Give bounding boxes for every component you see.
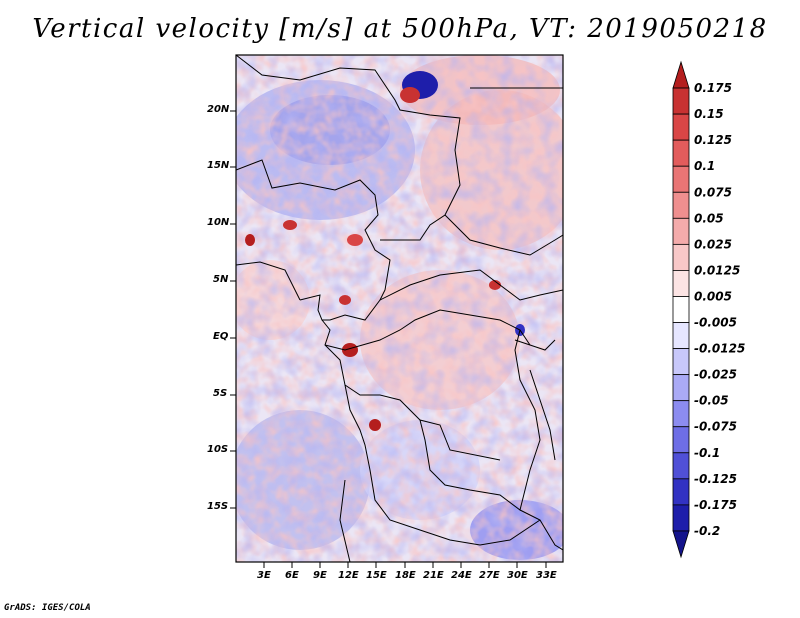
lat-ticks — [230, 110, 236, 509]
colorbar-label: 0.175 — [694, 81, 732, 95]
colorbar-bin — [672, 400, 690, 428]
colorbar-label: -0.075 — [694, 420, 737, 434]
colorbar-bin — [672, 243, 690, 271]
colorbar-bin — [672, 270, 690, 297]
map-frame — [235, 54, 564, 563]
colorbar-bin — [672, 60, 690, 89]
colorbar: 0.175 0.15 0.125 0.1 0.075 0.05 0.025 0.0125 0.0… — [672, 60, 745, 559]
colorbar-bin — [672, 165, 690, 193]
lat-label-5s: 5S — [213, 388, 228, 399]
colorbar-bin — [672, 87, 690, 115]
colorbar-label: 0.1 — [694, 159, 715, 173]
lon-label-21e: 21E — [423, 570, 444, 581]
colorbar-label: -0.1 — [694, 446, 720, 460]
lon-label-18e: 18E — [395, 570, 416, 581]
lon-label-33e: 33E — [536, 570, 557, 581]
lon-label-24e: 24E — [451, 570, 472, 581]
colorbar-label: 0.05 — [694, 211, 724, 225]
colorbar-bin — [672, 348, 690, 376]
colorbar-label: -0.05 — [694, 394, 729, 408]
colorbar-label: -0.175 — [694, 498, 737, 512]
colorbar-bin — [672, 374, 690, 402]
colorbar-label: 0.005 — [694, 289, 732, 303]
lat-label-5n: 5N — [213, 274, 229, 285]
lon-label-3e: 3E — [257, 570, 271, 581]
lon-label-6e: 6E — [285, 570, 299, 581]
colorbar-label: -0.0125 — [694, 342, 745, 356]
lon-ticks — [263, 562, 547, 568]
colorbar-label: 0.075 — [694, 185, 732, 199]
colorbar-label: -0.2 — [694, 524, 720, 538]
colorbar-bin — [672, 296, 690, 323]
lat-label-15n: 15N — [207, 160, 230, 171]
colorbar-label: 0.15 — [694, 107, 724, 121]
colorbar-label: 0.125 — [694, 133, 732, 147]
colorbar-label: 0.025 — [694, 237, 732, 251]
colorbar-bin — [672, 426, 690, 454]
lon-label-15e: 15E — [366, 570, 387, 581]
colorbar-bin — [672, 139, 690, 167]
lat-label-eq: EQ — [213, 331, 229, 342]
colorbar-bin — [672, 478, 690, 506]
colorbar-bin — [672, 530, 690, 559]
lat-label-20n: 20N — [207, 104, 230, 115]
country-borders — [236, 55, 563, 562]
colorbar-bin — [672, 217, 690, 245]
lat-label-15s: 15S — [207, 501, 229, 512]
colorbar-bin — [672, 113, 690, 141]
lat-label-10s: 10S — [207, 444, 229, 455]
colorbar-bin — [672, 504, 690, 532]
lon-label-27e: 27E — [479, 570, 500, 581]
grads-credit: GrADS: IGES/COLA — [4, 603, 91, 613]
colorbar-bin — [672, 191, 690, 219]
lat-label-10n: 10N — [207, 217, 230, 228]
colorbar-bin — [672, 322, 690, 349]
lon-label-30e: 30E — [507, 570, 528, 581]
colorbar-label: -0.005 — [694, 316, 737, 330]
velocity-field — [236, 55, 563, 562]
colorbar-label: 0.0125 — [694, 263, 740, 277]
lon-label-9e: 9E — [313, 570, 327, 581]
chart-title: Vertical velocity [m/s] at 500hPa, VT: 2… — [32, 14, 768, 44]
colorbar-label: -0.025 — [694, 368, 737, 382]
colorbar-bin — [672, 452, 690, 480]
colorbar-label: -0.125 — [694, 472, 737, 486]
lon-label-12e: 12E — [338, 570, 359, 581]
